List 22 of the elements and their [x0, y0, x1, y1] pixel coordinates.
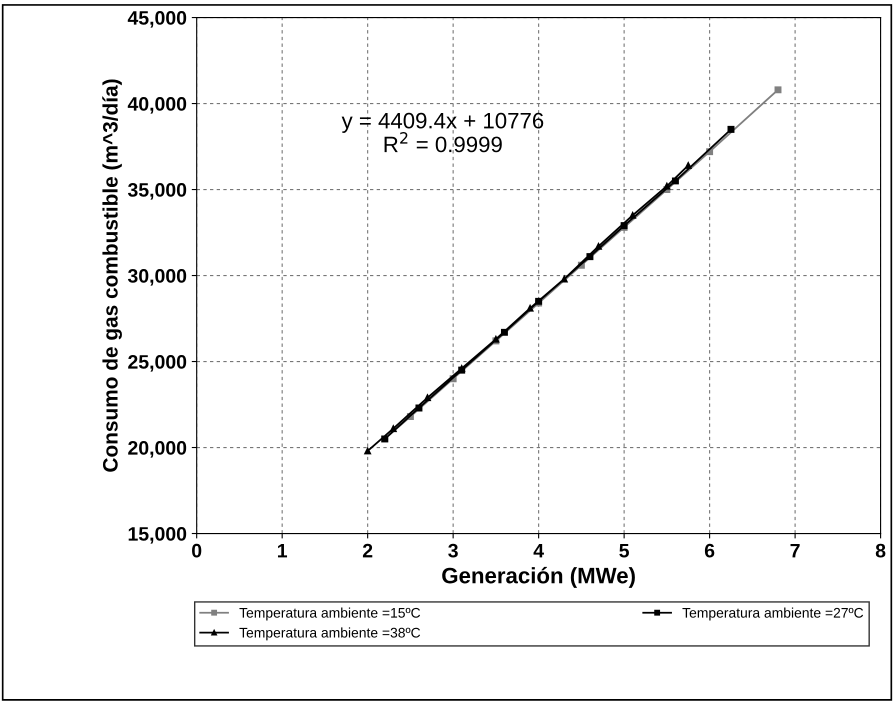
x-tick-label: 2	[362, 544, 372, 558]
x-tick-label: 1	[278, 544, 288, 558]
x-tick-label: 8	[876, 544, 886, 558]
y-tick-label: 35,000	[128, 183, 186, 200]
legend-label: Temperatura ambiente =38ºC	[239, 627, 420, 640]
x-tick-label: 5	[619, 544, 629, 558]
x-tick-label: 4	[534, 544, 544, 558]
y-tick-label: 25,000	[128, 355, 186, 372]
legend-label: Temperatura ambiente =15ºC	[239, 608, 420, 620]
y-tick-label: 40,000	[128, 97, 186, 114]
y-tick-label: 20,000	[128, 440, 186, 458]
x-tick-label: 6	[704, 544, 714, 558]
y-tick-label: 30,000	[128, 269, 186, 286]
x-tick-label: 7	[790, 544, 800, 558]
y-tick-label: 15,000	[128, 526, 186, 544]
legend-label: Temperatura ambiente =27ºC	[682, 608, 864, 620]
x-tick-label: 0	[192, 544, 202, 558]
y-axis-title: Consumo de gas combustible (m^3/día)	[102, 79, 122, 472]
x-tick-label: 3	[448, 544, 458, 558]
x-axis-title: Generación (MWe)	[442, 566, 635, 588]
y-tick-label: 45,000	[128, 11, 186, 28]
annotation: y = 4409.4x + 10776 R$^{2}$ = 0.9999	[342, 112, 544, 152]
